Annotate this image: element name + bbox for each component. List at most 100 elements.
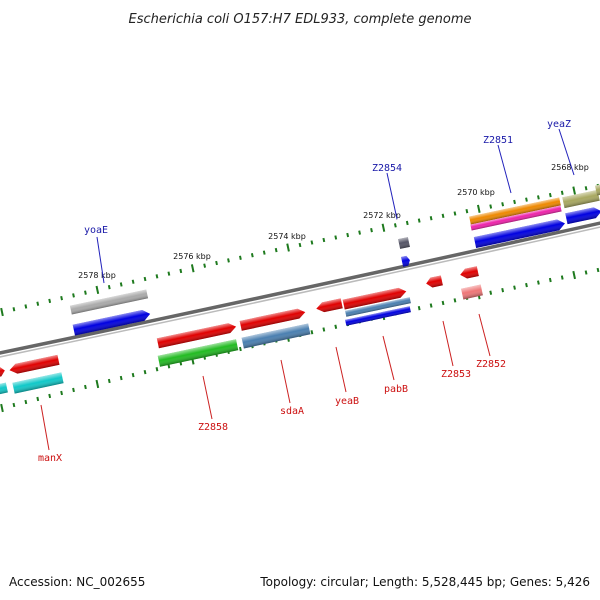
tick-label-2572: 2572 kbp [363, 211, 401, 220]
tick-mark [12, 402, 16, 408]
tick-mark [84, 384, 87, 390]
gene-left-red[interactable] [9, 354, 60, 375]
tick-label-2568: 2568 kbp [551, 163, 589, 172]
tick-mark [143, 276, 147, 282]
gene-Z2852-red[interactable] [459, 266, 479, 280]
gene-label-manX[interactable]: manX [38, 453, 62, 464]
tick-mark [0, 307, 4, 317]
tick-mark [417, 305, 421, 311]
gene-Z2851-blue[interactable] [473, 218, 566, 248]
gene-label-yoaE[interactable]: yoaE [84, 225, 108, 236]
tick-mark [572, 186, 576, 195]
tick-mark [239, 346, 242, 352]
tick-mark [429, 303, 433, 308]
gene-pabB-blue[interactable] [345, 306, 411, 326]
leader-lines-bottom [40, 313, 491, 451]
leader-lines-top [96, 128, 575, 284]
gene-label-sdaA[interactable]: sdaA [280, 406, 304, 417]
tick-label-2570: 2570 kbp [457, 188, 495, 197]
gene-yeaZ-blue[interactable] [565, 206, 600, 225]
tick-mark [84, 290, 87, 295]
tick-mark [465, 209, 469, 214]
gene-Z2851-magenta[interactable] [470, 205, 562, 231]
gene-edge-red[interactable] [0, 366, 6, 379]
tick-mark [119, 282, 123, 287]
tick-mark [513, 199, 516, 205]
tick-mark [489, 204, 493, 209]
tick-mark [250, 253, 254, 258]
gene-pabB-steel[interactable] [345, 297, 411, 317]
gene-label-Z2853[interactable]: Z2853 [441, 369, 471, 380]
gene-Z2858-green[interactable] [157, 339, 239, 367]
tick-mark [24, 304, 28, 309]
gene-Z2852-pink[interactable] [461, 284, 483, 300]
gene-Z2851-orange[interactable] [469, 197, 561, 225]
tick-mark [596, 267, 600, 273]
tick-mark [548, 192, 552, 198]
backbone-outer [0, 221, 600, 355]
tick-label-2578: 2578 kbp [78, 271, 116, 280]
tick-mark [24, 399, 28, 405]
gene-Z2854-blue[interactable] [401, 255, 411, 267]
tick-mark [322, 327, 326, 332]
gene-pabB-red[interactable] [342, 286, 408, 310]
gene-Z2853-red[interactable] [425, 275, 443, 288]
tick-mark [107, 285, 111, 290]
tick-mark [381, 223, 386, 232]
gene-manX-cyan[interactable] [12, 372, 64, 394]
tick-mark [286, 243, 290, 252]
tick-mark [572, 270, 576, 280]
tick-mark [227, 258, 230, 263]
gene-label-Z2854[interactable]: Z2854 [372, 163, 402, 174]
tick-mark [489, 290, 493, 295]
tick-mark [370, 227, 373, 233]
tick-mark [203, 263, 207, 268]
gene-label-yeaZ[interactable]: yeaZ [547, 119, 571, 130]
gene-label-yeaB[interactable]: yeaB [335, 396, 359, 407]
accession-text: Accession: NC_002655 [9, 575, 145, 589]
tick-mark [36, 301, 40, 306]
tick-mark [179, 268, 183, 274]
tick-mark [358, 230, 361, 235]
gene-edge-cyan[interactable] [0, 382, 8, 396]
tick-mark [167, 364, 171, 369]
gene-label-Z2851[interactable]: Z2851 [483, 135, 513, 146]
map-title: Escherichia coli O157:H7 EDL933, complet… [129, 12, 472, 27]
gene-yeaB-red[interactable] [315, 298, 343, 313]
tick-mark [334, 235, 338, 240]
gene-Z2858-red[interactable] [156, 322, 237, 349]
gene-Z2854-grey[interactable] [398, 237, 410, 249]
tick-mark [48, 298, 52, 304]
tick-mark [537, 280, 540, 285]
tick-mark [310, 330, 314, 335]
gene-label-Z2858[interactable]: Z2858 [198, 422, 228, 433]
gene-yoaE-grey[interactable] [69, 289, 149, 315]
tick-label-2576: 2576 kbp [173, 252, 211, 261]
gene-label-pabB[interactable]: pabB [384, 384, 408, 395]
tick-mark [405, 220, 409, 226]
gene-edge-olive[interactable] [595, 184, 600, 196]
tick-mark [453, 211, 457, 216]
tick-mark [560, 275, 564, 280]
tick-mark [48, 393, 52, 399]
gene-yoaE-blue[interactable] [72, 309, 152, 336]
tick-mark [131, 372, 135, 378]
tick-mark [298, 242, 302, 248]
tick-marks-outer [0, 183, 600, 317]
tick-mark [322, 237, 326, 243]
gene-sdaA-red[interactable] [239, 307, 307, 331]
tick-mark [119, 375, 123, 381]
tick-mark [72, 293, 75, 298]
gene-label-Z2852[interactable]: Z2852 [476, 359, 506, 370]
tick-mark [155, 367, 159, 372]
tick-mark [537, 195, 540, 200]
tick-mark [36, 396, 40, 402]
tick-mark [501, 202, 505, 207]
tick-mark [584, 186, 588, 191]
gene-sdaA-steel[interactable] [241, 323, 311, 349]
tick-mark [429, 216, 433, 221]
tick-mark [393, 223, 397, 228]
gene-yeaZ-olive[interactable] [562, 189, 600, 209]
tick-mark [239, 255, 242, 260]
tick-mark [215, 260, 218, 266]
